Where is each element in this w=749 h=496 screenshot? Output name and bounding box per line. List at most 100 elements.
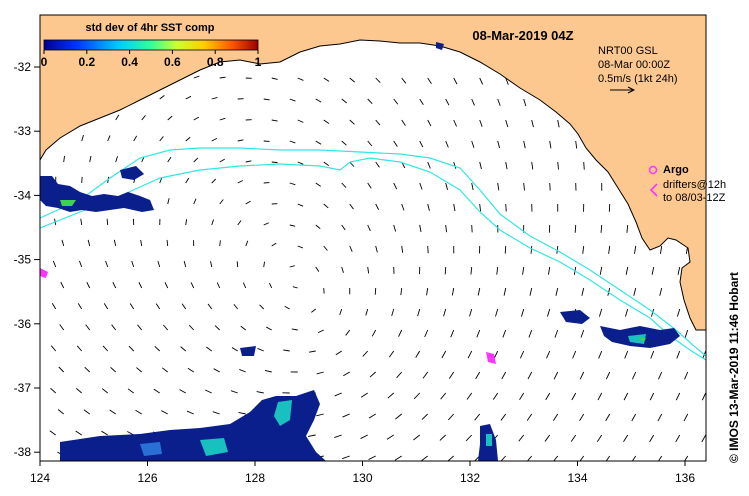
current-vector xyxy=(257,348,264,352)
current-vector xyxy=(651,266,655,275)
current-vector xyxy=(110,366,117,373)
y-axis: -32 -33 -34 -35 -36 -37 -38 xyxy=(14,60,40,459)
current-vector xyxy=(479,77,484,85)
colorbar-tick-label: 1 xyxy=(255,55,262,69)
current-vector xyxy=(496,266,499,275)
current-vector xyxy=(419,224,422,232)
current-vector xyxy=(421,455,428,461)
current-vector xyxy=(317,329,324,334)
current-vector xyxy=(50,387,57,394)
current-vector xyxy=(341,266,344,273)
current-vector xyxy=(80,218,83,226)
current-vector xyxy=(419,98,424,106)
drifters-label: drifters@12h xyxy=(663,179,726,191)
current-vector xyxy=(527,371,533,380)
current-vector xyxy=(445,224,447,233)
current-vector xyxy=(245,200,251,205)
current-vector xyxy=(683,413,689,422)
current-vector xyxy=(475,371,481,380)
current-vector xyxy=(580,329,585,338)
current-vector xyxy=(579,413,585,422)
current-vector xyxy=(113,239,117,247)
current-vector xyxy=(505,119,509,128)
current-vector xyxy=(712,246,713,254)
colorbar: std dev of 4hr SST comp 0 0.2 0.4 0.6 0.8 1 xyxy=(41,22,262,69)
current-vector xyxy=(375,245,378,253)
current-vector xyxy=(470,266,473,275)
current-vector xyxy=(289,224,296,227)
current-vector xyxy=(85,324,91,331)
current-vector xyxy=(396,371,403,379)
current-vector xyxy=(271,119,278,122)
current-vector xyxy=(479,203,482,212)
current-vector xyxy=(447,413,455,421)
current-vector xyxy=(400,287,403,296)
current-vector xyxy=(256,391,264,394)
y-tick-label: -32 xyxy=(14,60,32,74)
sst-stddev-patches xyxy=(40,166,680,461)
current-vector xyxy=(102,345,109,352)
current-vector xyxy=(502,329,507,338)
current-vector xyxy=(625,266,629,275)
current-vector xyxy=(185,219,188,226)
current-vector xyxy=(289,182,296,186)
current-vector xyxy=(316,413,324,417)
current-vector xyxy=(349,77,355,83)
y-tick-label: -38 xyxy=(14,445,32,459)
current-vector xyxy=(427,77,432,84)
current-vector xyxy=(581,287,585,296)
current-vector xyxy=(624,350,629,359)
current-vector xyxy=(362,350,369,357)
current-vector xyxy=(341,224,346,231)
current-vector xyxy=(185,95,192,100)
current-vector xyxy=(181,303,187,310)
current-vector xyxy=(367,140,373,147)
current-vector xyxy=(211,137,218,142)
current-vector xyxy=(187,367,194,373)
current-vector xyxy=(675,392,681,401)
current-vector xyxy=(50,345,57,352)
current-vector xyxy=(677,266,681,275)
current-vector xyxy=(675,434,681,443)
current-vector xyxy=(596,434,603,442)
current-vector xyxy=(101,388,108,394)
current-vector xyxy=(233,303,239,310)
current-vector xyxy=(164,282,169,289)
current-vector xyxy=(658,371,663,380)
current-vector xyxy=(335,350,342,356)
current-vector xyxy=(375,119,381,126)
current-vector xyxy=(497,140,500,149)
current-vector xyxy=(107,135,111,142)
current-vector xyxy=(712,288,714,296)
current-vector xyxy=(140,239,143,247)
current-vector xyxy=(598,350,603,359)
current-vector xyxy=(211,219,215,226)
current-vector xyxy=(557,119,560,128)
current-vector xyxy=(575,140,578,149)
current-vector xyxy=(59,324,65,331)
current-vector xyxy=(84,366,91,373)
current-vector xyxy=(83,409,90,415)
plot-frame xyxy=(39,14,707,462)
current-vector xyxy=(75,430,82,436)
current-vector xyxy=(505,203,507,212)
current-vector xyxy=(523,98,527,107)
current-vector xyxy=(271,77,278,80)
current-vector xyxy=(323,245,328,251)
current-vector xyxy=(311,308,316,313)
current-vector xyxy=(676,350,681,359)
current-vector xyxy=(701,392,706,401)
colorbar-title: std dev of 4hr SST comp xyxy=(86,22,215,34)
argo-label: Argo xyxy=(663,164,689,176)
current-vector xyxy=(375,203,380,211)
current-vector xyxy=(492,392,499,400)
colorbar-tick-label: 0.6 xyxy=(164,55,181,69)
current-vector xyxy=(106,218,109,226)
current-vector xyxy=(89,155,92,163)
velocity-scale-label: 0.5m/s (1kt 24h) xyxy=(598,73,677,85)
current-vector xyxy=(180,346,187,352)
current-vector xyxy=(440,392,447,400)
current-vector xyxy=(375,161,380,168)
current-vector xyxy=(444,266,447,275)
colorbar-tick-label: 0.2 xyxy=(78,55,95,69)
